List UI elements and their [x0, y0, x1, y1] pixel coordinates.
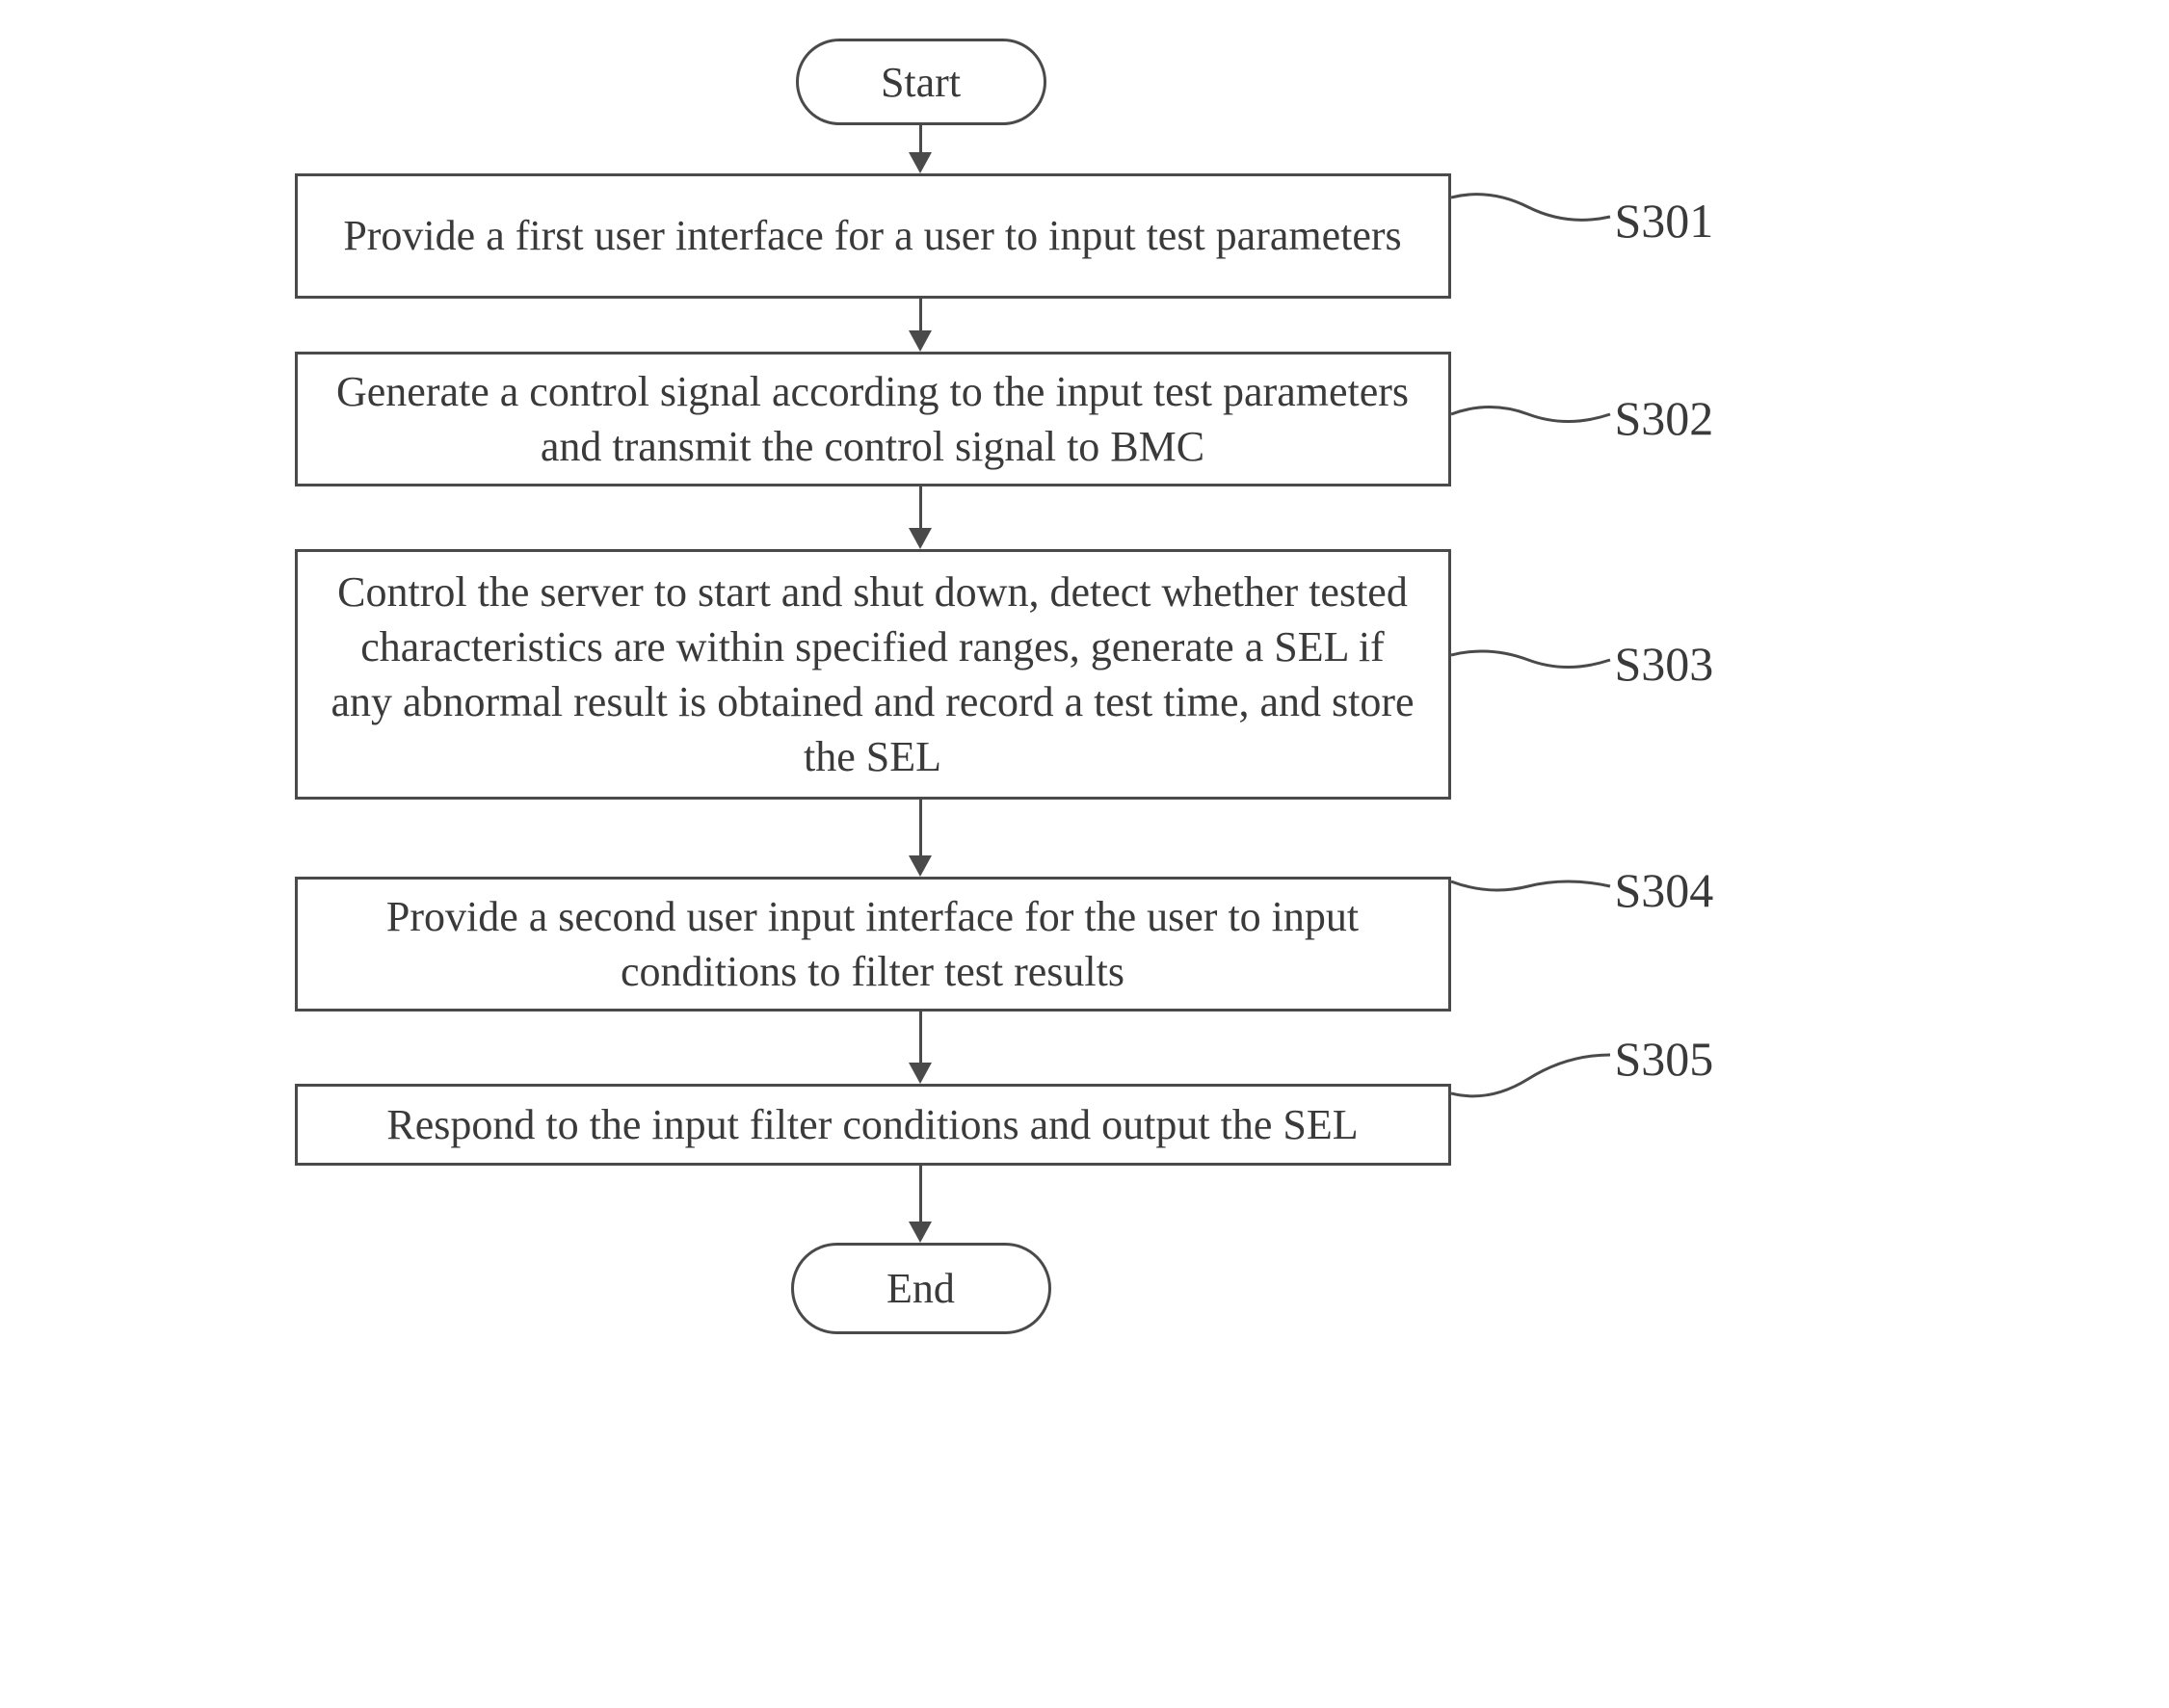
step1-label: S301 [1615, 193, 1714, 249]
step4-connector [1451, 867, 1615, 915]
step1-connector [1451, 183, 1615, 241]
step3-label: S303 [1615, 636, 1714, 692]
start-terminal: Start [796, 39, 1046, 125]
step2-connector [1451, 395, 1615, 443]
step5-box: Respond to the input filter conditions a… [295, 1084, 1451, 1166]
step3-box: Control the server to start and shut dow… [295, 549, 1451, 800]
end-terminal: End [791, 1243, 1051, 1334]
arrow-2-line [919, 299, 922, 332]
step2-box: Generate a control signal according to t… [295, 352, 1451, 486]
arrow-5-line [919, 1012, 922, 1064]
step5-label: S305 [1615, 1031, 1714, 1087]
arrow-6-line [919, 1166, 922, 1223]
arrow-5-head [909, 1063, 932, 1084]
end-text: End [886, 1264, 955, 1313]
arrow-4-head [909, 855, 932, 877]
step3-text: Control the server to start and shut dow… [327, 565, 1419, 785]
step3-connector [1451, 641, 1615, 689]
flowchart-container: Start Provide a first user interface for… [266, 39, 1904, 1628]
arrow-1-line [919, 125, 922, 154]
step2-label: S302 [1615, 390, 1714, 446]
step5-text: Respond to the input filter conditions a… [386, 1097, 1358, 1152]
step4-box: Provide a second user input interface fo… [295, 877, 1451, 1012]
step5-connector [1451, 1040, 1615, 1108]
arrow-1-head [909, 152, 932, 173]
step1-text: Provide a first user interface for a use… [343, 208, 1401, 263]
step4-text: Provide a second user input interface fo… [327, 889, 1419, 999]
arrow-3-head [909, 528, 932, 549]
arrow-3-line [919, 486, 922, 530]
arrow-2-head [909, 330, 932, 352]
step4-label: S304 [1615, 862, 1714, 918]
arrow-6-head [909, 1222, 932, 1243]
arrow-4-line [919, 800, 922, 857]
step2-text: Generate a control signal according to t… [327, 364, 1419, 474]
start-text: Start [881, 58, 961, 107]
step1-box: Provide a first user interface for a use… [295, 173, 1451, 299]
